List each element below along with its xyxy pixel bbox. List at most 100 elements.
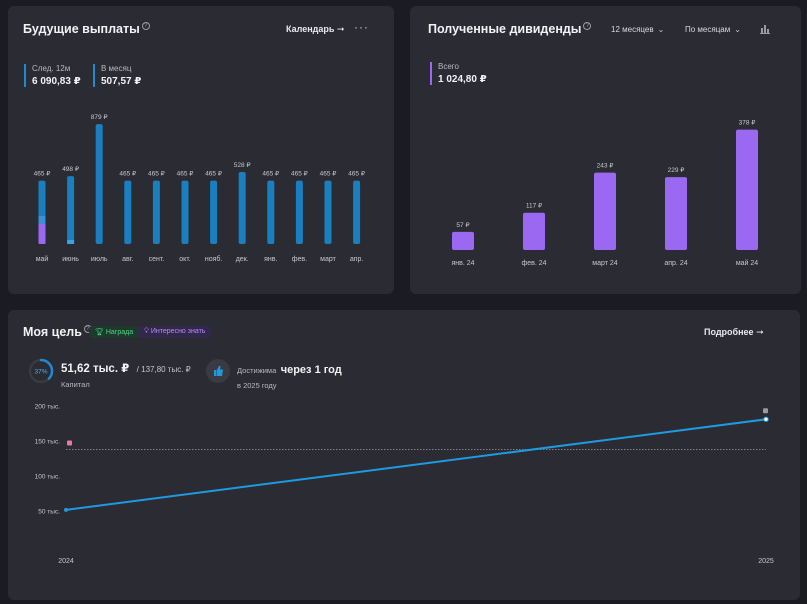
payout-category-label: июль [91, 256, 108, 263]
goal-line [65, 418, 767, 511]
dividend-bar [736, 129, 758, 250]
stat-per-month: В месяц 507,57 ₽ [93, 64, 141, 87]
payout-category-label: март [320, 256, 336, 263]
y-tick-label: 100 тыс. [35, 474, 61, 481]
info-icon[interactable]: ? [583, 22, 592, 30]
capital-target: / 137,80 тыс. ₽ [136, 365, 191, 374]
payout-bar [181, 180, 189, 244]
future-payouts-title: Будущие выплаты? [23, 22, 150, 36]
payout-bar-segment [38, 216, 46, 224]
future-payouts-chart: 465 ₽ май 498 ₽ июнь 879 ₽ июль 465 ₽ авг. 465 ₽… [34, 114, 365, 263]
period-dropdown[interactable]: 12 месяцев ⌄ [611, 25, 665, 34]
payout-value-label: 465 ₽ [34, 171, 51, 178]
my-goal-card: Моя цель? 🏆︎ Награда 💡︎ Интересно знать … [8, 310, 800, 600]
calendar-link[interactable]: Календарь ➞ [286, 24, 345, 34]
payout-bar [324, 180, 332, 244]
payout-value-label: 465 ₽ [177, 171, 194, 178]
payout-value-label: 528 ₽ [234, 162, 251, 169]
flag-icon [67, 440, 72, 446]
interesting-chip[interactable]: 💡︎ Интересно знать [138, 326, 212, 338]
arrow-right-icon: ➞ [336, 24, 345, 34]
my-goal-title: Моя цель? [23, 325, 92, 339]
goal-line-start-point [64, 507, 68, 512]
arrow-right-icon: ➞ [756, 327, 764, 337]
stat-total: Всего 1 024,80 ₽ [430, 62, 487, 85]
x-tick-label: 2024 [58, 558, 74, 565]
goal-line-end-point [763, 416, 769, 422]
stat-next-12m: След. 12м 6 090,83 ₽ [24, 64, 81, 87]
reach-prefix: Достижима [237, 366, 277, 375]
payout-bar [124, 180, 132, 244]
dividend-value-label: 243 ₽ [597, 163, 614, 170]
capital-label: Капитал [61, 380, 90, 389]
future-payouts-card: Будущие выплаты? Календарь ➞ ··· След. 1… [8, 6, 394, 294]
payout-bar [95, 124, 103, 244]
payout-bar-segment [67, 240, 75, 244]
dividend-value-label: 57 ₽ [456, 222, 469, 229]
payout-value-label: 498 ₽ [62, 166, 79, 173]
bulb-icon: 💡︎ [144, 328, 149, 335]
bar-chart-icon[interactable] [760, 24, 770, 34]
payout-value-label: 879 ₽ [91, 114, 108, 121]
progress-ring: 37% [28, 358, 54, 384]
reach-value: через 1 год [280, 364, 342, 376]
payout-value-label: 465 ₽ [348, 171, 365, 178]
capital-block: 51,62 тыс. ₽ / 137,80 тыс. ₽ Капитал [61, 359, 191, 389]
dividend-category-label: май 24 [736, 259, 758, 267]
more-details-link[interactable]: Подробнее ➞ [704, 327, 764, 337]
trophy-icon: 🏆︎ [95, 329, 104, 336]
dividend-bar [523, 212, 545, 250]
capital-value: 51,62 тыс. ₽ [61, 363, 130, 375]
dividend-bar [665, 177, 687, 250]
payout-value-label: 465 ₽ [119, 171, 136, 178]
y-tick-label: 50 тыс. [38, 509, 60, 516]
payout-category-label: янв. [264, 256, 277, 263]
thumbs-up-icon [206, 359, 230, 383]
payout-bar [67, 176, 75, 244]
y-tick-label: 150 тыс. [35, 439, 61, 446]
payout-category-label: июнь [62, 256, 79, 263]
payout-bar [152, 180, 160, 244]
x-tick-label: 2025 [758, 558, 774, 565]
dividend-bar [452, 231, 474, 250]
payout-bar [210, 180, 218, 244]
progress-percent: 37% [34, 369, 47, 376]
payout-category-label: авг. [122, 256, 133, 263]
reach-block: Достижима через 1 год в 2025 году [237, 360, 342, 390]
dividend-category-label: фев. 24 [521, 260, 546, 267]
reward-chip[interactable]: 🏆︎ Награда [89, 326, 140, 338]
payout-value-label: 465 ₽ [262, 171, 279, 178]
dividend-value-label: 229 ₽ [668, 167, 685, 174]
payout-bar [238, 172, 246, 244]
payout-value-label: 465 ₽ [205, 171, 222, 178]
received-dividends-card: Полученные дивиденды? 12 месяцев ⌄ По мес… [410, 6, 801, 294]
y-tick-label: 200 тыс. [35, 404, 61, 411]
more-dots-icon[interactable]: ··· [354, 20, 369, 34]
goal-line-chart: 50 тыс. 100 тыс. 150 тыс. 200 тыс. 2024 2025 [35, 404, 774, 566]
chevron-down-icon: ⌄ [657, 25, 665, 34]
dividend-bar [594, 172, 616, 250]
received-dividends-title: Полученные дивиденды? [428, 22, 592, 36]
payout-category-label: апр. [350, 256, 364, 263]
info-icon[interactable]: ? [141, 22, 150, 30]
dividend-category-label: янв. 24 [451, 260, 474, 267]
payout-value-label: 465 ₽ [291, 171, 308, 178]
payout-bar [267, 180, 275, 244]
payout-bar [353, 180, 361, 244]
payout-bar-segment [38, 224, 46, 244]
dividend-value-label: 117 ₽ [526, 203, 542, 210]
dividend-value-label: 378 ₽ [739, 120, 756, 127]
payout-bar [295, 180, 303, 244]
payout-category-label: нояб. [205, 255, 223, 263]
chevron-down-icon: ⌄ [734, 25, 741, 34]
reach-sub: в 2025 году [237, 381, 277, 390]
received-dividends-chart: 57 ₽ янв. 24 117 ₽ фев. 24 243 ₽ март 24 229 ₽… [451, 120, 758, 267]
payout-category-label: фев. [292, 256, 307, 263]
payout-value-label: 465 ₽ [148, 171, 165, 178]
dividend-category-label: март 24 [592, 260, 617, 267]
grouping-dropdown[interactable]: По месяцам ⌄ [685, 25, 741, 34]
payout-category-label: дек. [236, 256, 249, 263]
payout-value-label: 465 ₽ [320, 171, 337, 178]
finish-icon [763, 408, 768, 414]
payout-category-label: сент. [149, 256, 165, 263]
